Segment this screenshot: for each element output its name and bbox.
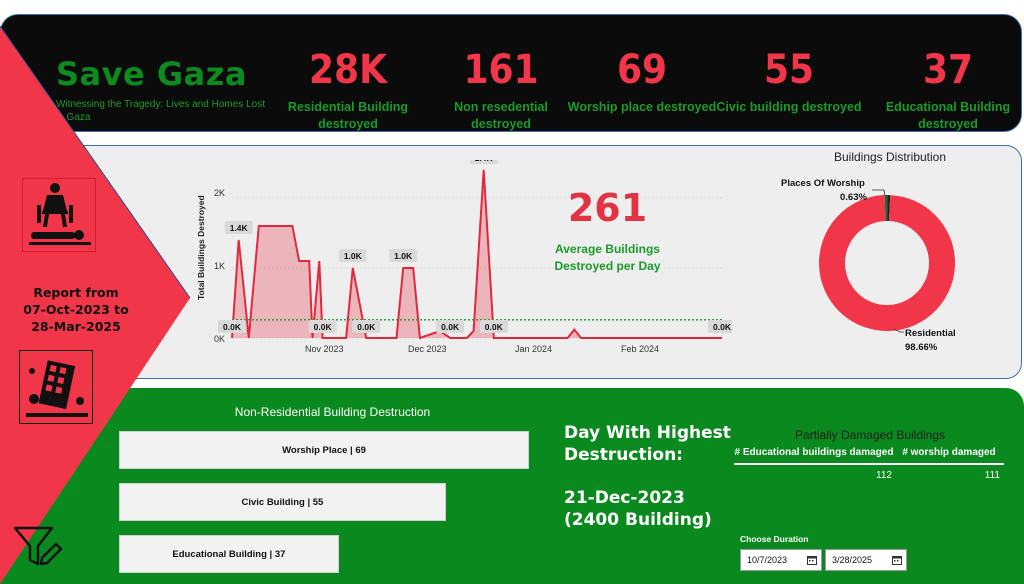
table-row: 112 111 <box>734 470 1004 481</box>
start-date-value: 10/7/2023 <box>747 555 788 565</box>
x-tick-feb: Feb 2024 <box>621 344 659 354</box>
data-label-8: 0.0K <box>485 322 504 332</box>
average-label: Average Buildings Destroyed per Day <box>554 242 661 273</box>
kpi-value: 161 <box>463 47 539 93</box>
calendar-icon[interactable] <box>807 555 817 565</box>
daily-destruction-chart[interactable]: Total Buildings Destroyed 2K 1K 0K Nov 2… <box>192 160 732 360</box>
bar-civic[interactable]: Civic Building | 55 <box>119 483 446 521</box>
data-label-3: 1.0K <box>344 251 363 261</box>
calendar-icon[interactable] <box>892 555 902 565</box>
column-header-worship[interactable]: # worship damaged <box>902 447 996 458</box>
data-label-9: 0.0K <box>713 322 732 332</box>
highest-day-title: Day With Highest Destruction: <box>564 423 731 465</box>
kpi-worship: 69 Worship place destroyed <box>567 47 717 116</box>
data-label-bg-2 <box>308 320 337 333</box>
data-label-bg-8 <box>479 320 508 333</box>
kpi-value: 37 <box>922 47 974 93</box>
end-date-input[interactable]: 3/28/2025 <box>825 549 907 571</box>
data-label-bg-0 <box>218 320 246 333</box>
slice-value-residential: 98.66% <box>905 342 938 353</box>
y-axis-label: Total Buildings Destroyed <box>196 195 206 300</box>
cell-worship: 111 <box>984 470 1000 481</box>
kpi-non-residential: 161 Non resedential destroyed <box>426 47 576 133</box>
data-label-bg-3 <box>338 249 367 262</box>
y-tick-0k: 0K <box>214 334 225 344</box>
slice-label-residential: Residential <box>905 328 956 339</box>
kpi-civic: 55 Civic building destroyed <box>714 47 864 116</box>
kpi-banner: Save Gaza Witnessing the Tragedy: Lives … <box>0 14 1022 132</box>
y-tick-1k: 1K <box>214 261 225 271</box>
series-area <box>232 170 722 338</box>
slice-value-worship: 0.63% <box>840 192 867 203</box>
table-header: # Educational buildings damaged # worshi… <box>734 446 1004 465</box>
column-header-educational[interactable]: # Educational buildings damaged <box>734 447 894 458</box>
data-label-0: 0.0K <box>223 322 242 332</box>
kpi-label: Residential Building destroyed <box>287 100 409 131</box>
start-date-input[interactable]: 10/7/2023 <box>740 549 822 571</box>
donut-slice-residential[interactable] <box>819 195 955 331</box>
x-tick-nov: Nov 2023 <box>305 344 344 354</box>
data-label-bg-4 <box>352 320 381 333</box>
data-label-bg-9 <box>708 320 732 333</box>
data-label-2: 0.0K <box>314 322 333 332</box>
report-period: Report from 07-Oct-2023 to 28-Mar-2025 <box>23 285 129 334</box>
kpi-value: 55 <box>763 47 815 93</box>
red-arrow-shape <box>0 25 191 584</box>
data-label-6: 0.0K <box>441 322 460 332</box>
kpi-label: Civic building destroyed <box>716 100 862 114</box>
data-label-1: 1.4K <box>230 223 249 233</box>
kpi-label: Worship place destroyed <box>567 100 717 114</box>
duration-label: Choose Duration <box>740 534 809 544</box>
kpi-label: Non resedential destroyed <box>454 100 548 131</box>
chart-panel <box>0 145 1022 379</box>
data-label-4: 0.0K <box>357 322 376 332</box>
grief-icon <box>22 178 96 252</box>
partial-damage-title: Partially Damaged Buildings <box>794 428 946 442</box>
highest-day-date: 21-Dec-2023 <box>564 488 685 508</box>
data-label-bg-6 <box>436 320 465 333</box>
x-tick-dec: Dec 2023 <box>408 344 447 354</box>
kpi-residential: 28K Residential Building destroyed <box>273 47 423 133</box>
data-label-bg-1 <box>224 221 253 234</box>
y-tick-2k: 2K <box>214 188 225 198</box>
slice-label-worship: Places Of Worship <box>781 178 865 189</box>
page-title: Save Gaza <box>56 55 247 93</box>
partial-damage-table: # Educational buildings damaged # worshi… <box>734 446 1004 481</box>
bar-educational[interactable]: Educational Building | 37 <box>119 535 339 573</box>
donut-title: Buildings Distribution <box>833 150 947 164</box>
kpi-value: 69 <box>616 47 668 93</box>
cell-educational: 112 <box>876 470 892 481</box>
kpi-value: 28K <box>309 47 387 93</box>
average-value: 261 <box>567 186 648 230</box>
kpi-educational: 37 Educational Building destroyed <box>873 47 1023 133</box>
end-date-value: 3/28/2025 <box>832 555 873 565</box>
data-label-7: 2.4K <box>475 160 494 163</box>
bar-worship[interactable]: Worship Place | 69 <box>119 431 529 469</box>
page-subtitle: Witnessing the Tragedy: Lives and Homes … <box>56 99 265 123</box>
data-label-bg-5 <box>389 249 418 262</box>
x-tick-jan: Jan 2024 <box>515 344 552 354</box>
highest-day-count: (2400 Building) <box>564 510 712 530</box>
data-label-5: 1.0K <box>394 251 413 261</box>
data-label-bg-7 <box>469 160 498 164</box>
series-line <box>231 169 722 340</box>
non-residential-title: Non-Residential Building Destruction <box>234 405 431 419</box>
highest-day-value: 21-Dec-2023 (2400 Building) <box>564 487 734 531</box>
buildings-distribution-donut[interactable]: Places Of Worship 0.63% Residential 98.6… <box>760 170 1020 370</box>
kpi-label: Educational Building destroyed <box>885 100 1011 131</box>
collapsing-building-icon <box>19 350 93 424</box>
filter-edit-icon[interactable] <box>12 524 64 570</box>
